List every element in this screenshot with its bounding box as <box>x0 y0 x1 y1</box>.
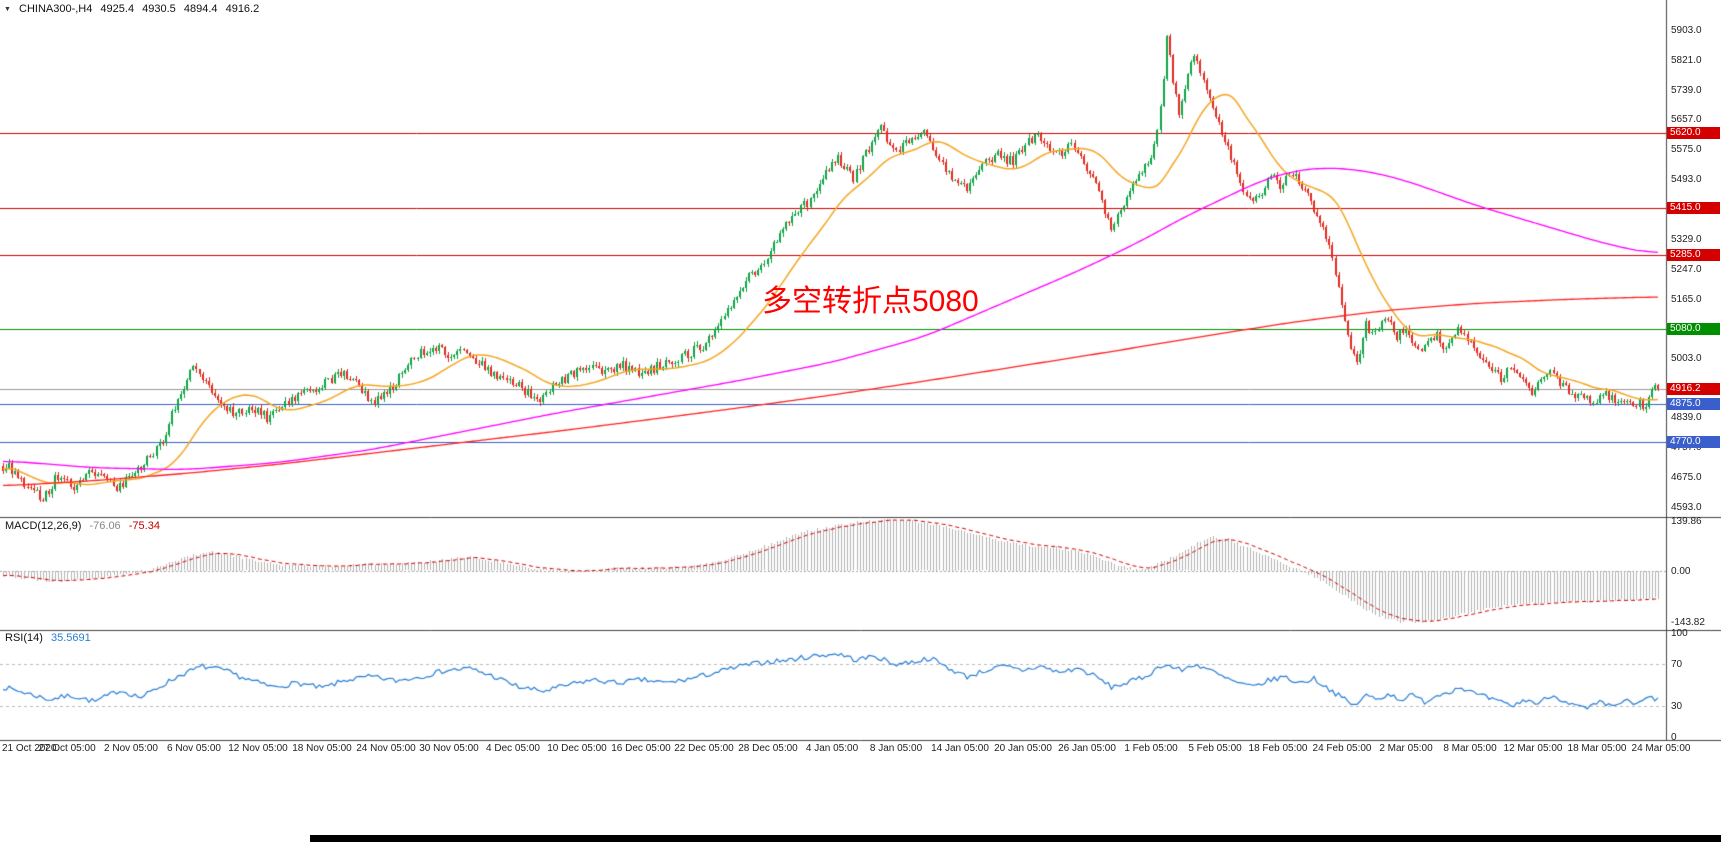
price-axis-label: 5165.0 <box>1671 294 1702 305</box>
time-axis-label: 8 Jan 05:00 <box>869 743 923 754</box>
price-level-badge-pivot[interactable]: 5080.0 <box>1667 323 1720 335</box>
price-level-badge-resistance[interactable]: 5620.0 <box>1667 127 1720 139</box>
rsi-axis-label: 70 <box>1671 659 1683 670</box>
time-axis-label: 14 Jan 05:00 <box>931 743 989 754</box>
time-axis-label: 10 Dec 05:00 <box>547 743 607 754</box>
macd-axis-label: 139.86 <box>1671 516 1702 527</box>
symbol-period-label: CHINA300-,H4 <box>19 3 93 15</box>
time-axis-label: 27 Oct 05:00 <box>38 743 96 754</box>
time-axis-label: 18 Feb 05:00 <box>1248 743 1308 754</box>
rsi-axis-label: 100 <box>1671 628 1688 639</box>
time-axis-label: 18 Nov 05:00 <box>292 743 352 754</box>
time-axis-label: 26 Jan 05:00 <box>1058 743 1116 754</box>
price-axis-label: 5575.0 <box>1671 144 1702 155</box>
price-level-badge-resistance[interactable]: 5285.0 <box>1667 249 1720 261</box>
time-axis-label: 30 Nov 05:00 <box>419 743 479 754</box>
price-axis-label: 4839.0 <box>1671 412 1702 423</box>
time-axis-label: 2 Nov 05:00 <box>104 743 158 754</box>
time-axis-label: 6 Nov 05:00 <box>167 743 221 754</box>
price-axis-label: 4675.0 <box>1671 472 1702 483</box>
quick-trade-toggle-icon[interactable]: ▼ <box>4 5 11 13</box>
price-axis-label: 5903.0 <box>1671 25 1702 36</box>
rsi-name: RSI(14) <box>5 632 43 644</box>
time-axis-label: 16 Dec 05:00 <box>611 743 671 754</box>
price-level-badge-resistance[interactable]: 5415.0 <box>1667 202 1720 214</box>
rsi-axis-label: 0 <box>1671 732 1677 743</box>
price-axis-label: 5657.0 <box>1671 114 1702 125</box>
rsi-indicator-label: RSI(14) 35.5691 <box>5 632 96 644</box>
macd-main-value: -76.06 <box>89 520 121 532</box>
time-axis-label: 24 Feb 05:00 <box>1312 743 1372 754</box>
price-axis-label: 5821.0 <box>1671 55 1702 66</box>
macd-axis-label: -143.82 <box>1671 617 1705 628</box>
price-level-badge-support[interactable]: 4770.0 <box>1667 436 1720 448</box>
ohlc-low-value: 4894.4 <box>183 3 218 15</box>
time-axis-label: 4 Jan 05:00 <box>805 743 859 754</box>
time-axis-label: 18 Mar 05:00 <box>1567 743 1627 754</box>
time-axis-label: 5 Feb 05:00 <box>1188 743 1242 754</box>
ohlc-close-value: 4916.2 <box>225 3 260 15</box>
price-axis-label: 5739.0 <box>1671 85 1702 96</box>
current-price-badge: 4916.2 <box>1667 383 1720 395</box>
price-axis-label: 5247.0 <box>1671 264 1702 275</box>
time-axis-label: 8 Mar 05:00 <box>1443 743 1497 754</box>
time-axis-label: 2 Mar 05:00 <box>1379 743 1433 754</box>
price-level-badge-support[interactable]: 4875.0 <box>1667 398 1720 410</box>
rsi-value: 35.5691 <box>50 632 91 644</box>
time-axis-label: 28 Dec 05:00 <box>738 743 798 754</box>
time-axis-label: 22 Dec 05:00 <box>674 743 734 754</box>
macd-signal-value: -75.34 <box>128 520 160 532</box>
time-axis-label: 12 Nov 05:00 <box>228 743 288 754</box>
chart-annotation-text: 多空转折点5080 <box>762 285 979 318</box>
macd-name: MACD(12,26,9) <box>5 520 82 532</box>
ohlc-high-value: 4930.5 <box>142 3 176 15</box>
price-axis-label: 5493.0 <box>1671 174 1702 185</box>
rsi-axis-label: 30 <box>1671 701 1683 712</box>
time-axis-label: 12 Mar 05:00 <box>1503 743 1563 754</box>
price-axis-label: 5003.0 <box>1671 353 1702 364</box>
time-axis-label: 24 Mar 05:00 <box>1631 743 1691 754</box>
macd-axis-label: 0.00 <box>1671 566 1691 577</box>
time-axis-label: 21 Oct 2020 <box>2 743 57 754</box>
macd-indicator-label: MACD(12,26,9) -76.06 -75.34 <box>5 520 165 532</box>
chart-legend: ▼ CHINA300-,H4 4925.4 4930.5 4894.4 4916… <box>4 3 264 15</box>
time-axis-label: 1 Feb 05:00 <box>1124 743 1178 754</box>
price-axis-label: 4593.0 <box>1671 502 1702 513</box>
time-axis-label: 20 Jan 05:00 <box>994 743 1052 754</box>
time-axis-label: 24 Nov 05:00 <box>356 743 416 754</box>
taskbar-strip <box>310 835 1721 842</box>
price-axis-label: 5329.0 <box>1671 234 1702 245</box>
ohlc-open-value: 4925.4 <box>100 3 135 15</box>
time-axis-label: 4 Dec 05:00 <box>486 743 540 754</box>
